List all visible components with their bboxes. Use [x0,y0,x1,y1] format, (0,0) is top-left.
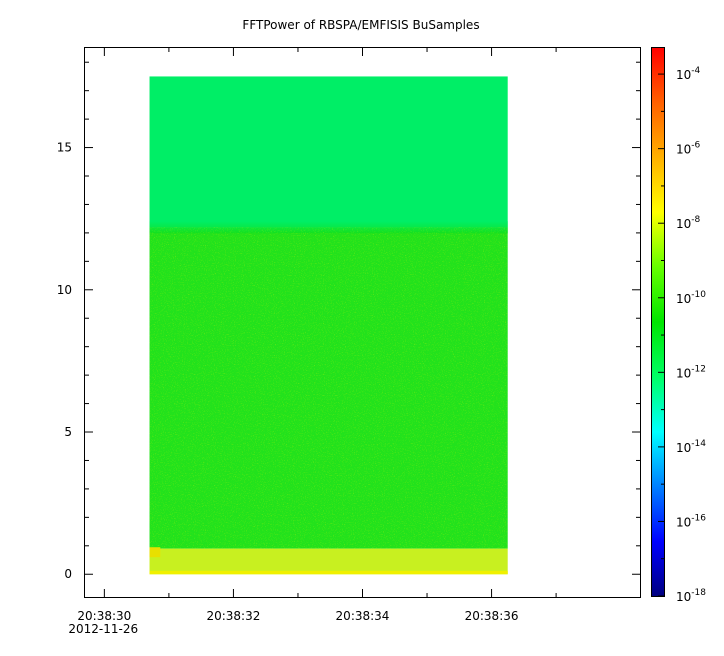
colorbar-tick-label: 10-16 [676,513,706,529]
chart-title: FFTPower of RBSPA/EMFISIS BuSamples [242,18,479,32]
y-tick-label: 5 [64,425,72,439]
y-tick-label: 0 [64,567,72,581]
x-tick-label: 20:38:30 [77,609,131,623]
colorbar-tick-label: 10-8 [676,215,701,231]
low-frequency-patch [149,547,161,558]
colorbar-tick-label: 10-4 [676,66,701,82]
colorbar-tick-label: 10-14 [676,439,706,455]
spectrogram-data [149,76,508,575]
low-frequency-strip [149,570,508,575]
y-tick-label: 10 [57,283,72,297]
x-tick-label: 20:38:34 [336,609,390,623]
y-axis: 0 5 10 15 [57,61,640,581]
x-tick-label: 20:38:32 [206,609,260,623]
x-tick-sublabel: 2012-11-26 [68,622,138,636]
colorbar-tick-label: 10-12 [676,364,706,380]
x-tick-label: 20:38:36 [465,609,519,623]
colorbar-axis: 10-4 10-6 10-8 10-10 10-12 10-14 10-16 10-18 [658,66,706,604]
spectrogram-band [149,76,508,228]
y-tick-label: 15 [57,141,72,155]
colorbar-frame [651,47,665,597]
colorbar-tick-label: 10-10 [676,290,706,306]
colorbar-tick-label: 10-6 [676,141,701,157]
spectrogram-speckle [149,227,508,549]
spectrogram-band [149,548,508,575]
colorbar-tick-label: 10-18 [676,588,706,604]
